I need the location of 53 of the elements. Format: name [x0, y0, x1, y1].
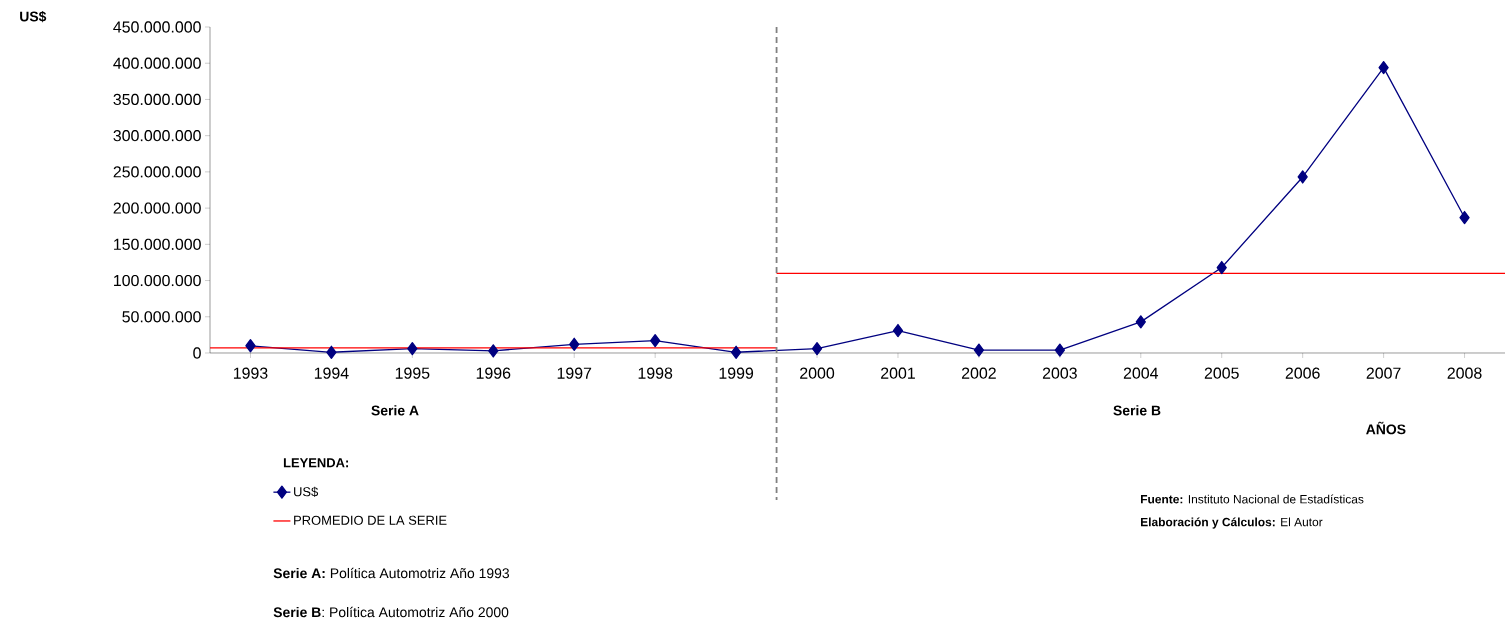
point	[973, 343, 985, 357]
point	[730, 345, 742, 359]
point	[1135, 315, 1146, 329]
x-tick-label: 2001	[881, 367, 915, 379]
y-tick-label: 300.000.000	[113, 130, 201, 142]
x-tick-label: 1997	[557, 367, 592, 379]
y-tick-label: 100.000.000	[114, 274, 201, 287]
x-tick-label: 1998	[638, 367, 673, 379]
x-tick-label: 2000	[800, 367, 835, 379]
x-tick-label: 1999	[719, 367, 754, 379]
text: Serie A: Política Automotriz Año 1993	[273, 567, 510, 579]
point	[488, 344, 499, 358]
x-tick-label: 2008	[1447, 367, 1482, 379]
x-tick-label: 1996	[476, 367, 511, 379]
text: Serie B: Política Automotriz Año 2000	[273, 606, 509, 618]
x-tick-label: 2005	[1204, 367, 1239, 379]
x-tick-label: 2007	[1366, 367, 1401, 379]
point	[1378, 60, 1389, 75]
x-tick-label: 2004	[1123, 367, 1159, 379]
point	[650, 334, 661, 348]
x-tick-label: 1994	[314, 367, 349, 379]
y-tick-label: 150.000.000	[114, 238, 201, 250]
text: Elaboración y Cálculos: El Autor	[1141, 517, 1323, 529]
point	[1054, 343, 1066, 357]
y-tick-label: 0	[193, 347, 201, 359]
y-tick-label: 50.000.000	[122, 311, 201, 323]
y-tick-label: 250.000.000	[113, 166, 201, 178]
y-tick-label: 200.000.000	[113, 202, 201, 214]
point	[569, 337, 580, 351]
x-axis-title: AÑOS	[1366, 421, 1406, 435]
y-tick-label: 350.000.000	[113, 93, 201, 106]
point	[892, 323, 904, 338]
text: Serie A	[371, 405, 419, 416]
point	[245, 339, 256, 353]
legend-title: LEYENDA:	[283, 458, 349, 468]
point	[1216, 260, 1227, 275]
x-tick-label: 2002	[961, 367, 996, 379]
y-axis-title: US$	[20, 10, 47, 23]
y-tick-label: 400.000.000	[113, 57, 201, 69]
point	[326, 345, 337, 359]
point	[1459, 210, 1470, 225]
legend-label: US$	[294, 486, 319, 498]
x-tick-label: 2006	[1285, 367, 1320, 379]
point	[811, 342, 823, 356]
text: Serie B	[1113, 405, 1161, 416]
x-tick-label: 1995	[395, 367, 430, 379]
point	[407, 342, 418, 356]
x-tick-label: 2003	[1042, 367, 1077, 379]
legend-label: PROMEDIO DE LA SERIE	[294, 515, 447, 525]
text: Fuente: Instituto Nacional de Estadísticas	[1141, 494, 1364, 504]
y-tick-label: 450.000.000	[113, 21, 201, 33]
point	[1297, 170, 1308, 184]
x-tick-label: 1993	[233, 367, 268, 379]
